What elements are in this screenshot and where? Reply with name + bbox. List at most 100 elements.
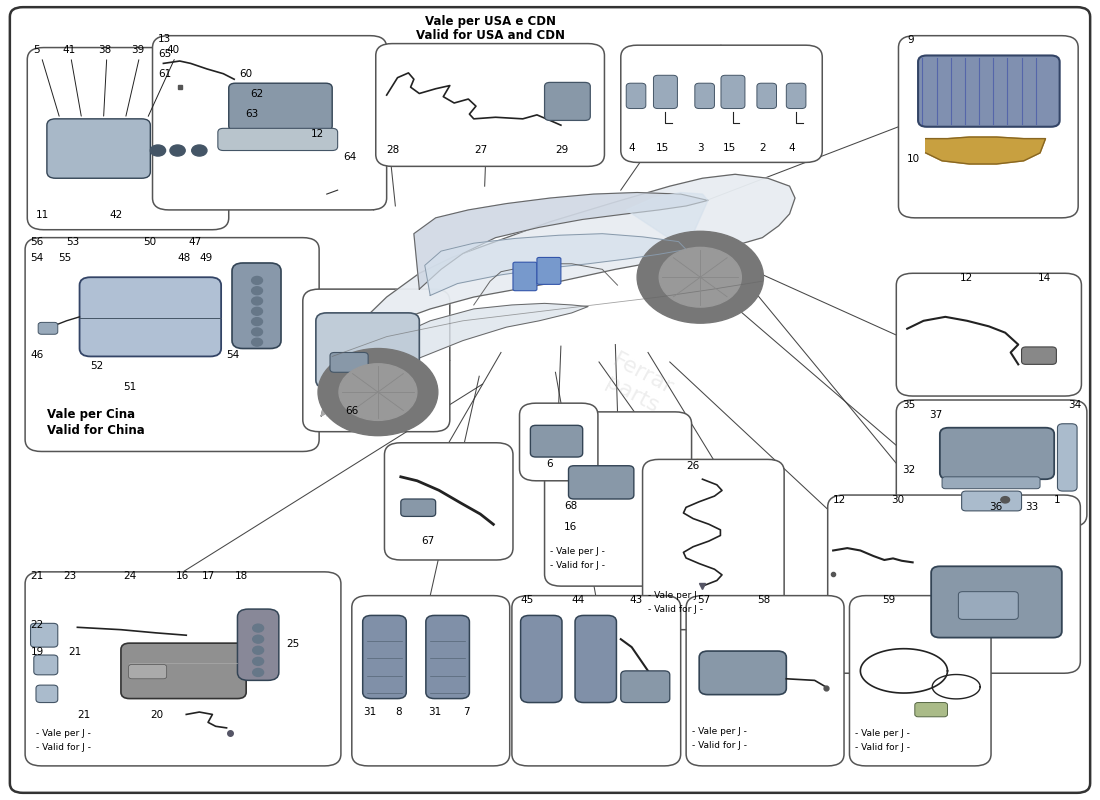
FancyBboxPatch shape	[544, 412, 692, 586]
Text: 29: 29	[556, 146, 569, 155]
Circle shape	[252, 297, 263, 305]
Text: Ferrar
parts: Ferrar parts	[597, 350, 676, 418]
Text: 12: 12	[833, 494, 846, 505]
Text: 37: 37	[930, 410, 943, 420]
Text: 63: 63	[245, 109, 258, 119]
Text: 28: 28	[387, 146, 400, 155]
Text: 23: 23	[63, 571, 77, 582]
FancyBboxPatch shape	[31, 623, 58, 647]
Text: 52: 52	[90, 361, 103, 370]
FancyBboxPatch shape	[28, 47, 229, 230]
FancyBboxPatch shape	[899, 36, 1078, 218]
FancyBboxPatch shape	[352, 596, 509, 766]
Text: 58: 58	[757, 595, 770, 605]
Text: 61: 61	[158, 70, 172, 79]
Text: 60: 60	[240, 70, 253, 79]
Circle shape	[637, 231, 763, 323]
Text: Vale per Cina: Vale per Cina	[47, 408, 135, 422]
Text: 44: 44	[572, 595, 585, 605]
FancyBboxPatch shape	[519, 403, 598, 481]
FancyBboxPatch shape	[620, 45, 823, 162]
Text: 33: 33	[1025, 502, 1038, 513]
FancyBboxPatch shape	[686, 596, 844, 766]
FancyBboxPatch shape	[229, 83, 332, 130]
Text: - Valid for J -: - Valid for J -	[550, 562, 605, 570]
Circle shape	[253, 624, 264, 632]
FancyBboxPatch shape	[757, 83, 777, 109]
FancyBboxPatch shape	[513, 262, 537, 290]
FancyBboxPatch shape	[720, 75, 745, 109]
Text: 54: 54	[31, 253, 44, 263]
Text: 43: 43	[629, 595, 642, 605]
Text: 10: 10	[908, 154, 921, 164]
Text: 53: 53	[66, 237, 79, 247]
Text: 49: 49	[199, 253, 212, 263]
Text: Valid for China: Valid for China	[47, 424, 144, 438]
FancyBboxPatch shape	[958, 592, 1019, 619]
Text: 50: 50	[143, 237, 156, 247]
FancyBboxPatch shape	[939, 428, 1054, 479]
FancyBboxPatch shape	[25, 238, 319, 451]
Text: 14: 14	[1038, 273, 1052, 282]
Text: 4: 4	[789, 143, 795, 153]
Text: - Valid for J -: - Valid for J -	[36, 742, 91, 752]
Text: 15: 15	[723, 143, 736, 153]
FancyBboxPatch shape	[530, 426, 583, 457]
FancyBboxPatch shape	[700, 651, 786, 694]
Text: since 1994: since 1994	[601, 412, 761, 515]
FancyBboxPatch shape	[376, 43, 605, 166]
FancyBboxPatch shape	[642, 459, 784, 630]
Text: 24: 24	[123, 571, 136, 582]
Circle shape	[339, 364, 417, 420]
Text: 56: 56	[31, 237, 44, 247]
FancyBboxPatch shape	[129, 665, 167, 678]
FancyBboxPatch shape	[544, 82, 591, 121]
Circle shape	[318, 349, 438, 436]
FancyBboxPatch shape	[942, 477, 1041, 489]
Polygon shape	[626, 193, 708, 250]
Text: 66: 66	[345, 406, 359, 416]
Polygon shape	[414, 193, 708, 289]
Text: 27: 27	[474, 146, 487, 155]
FancyBboxPatch shape	[302, 289, 450, 432]
Text: 47: 47	[188, 237, 201, 247]
Text: 45: 45	[520, 595, 534, 605]
FancyBboxPatch shape	[400, 499, 436, 517]
Text: 12: 12	[959, 273, 972, 282]
Text: 64: 64	[343, 152, 356, 162]
Text: 65: 65	[158, 50, 172, 59]
FancyBboxPatch shape	[626, 83, 646, 109]
Circle shape	[253, 646, 264, 654]
Text: - Vale per J -: - Vale per J -	[36, 729, 91, 738]
FancyBboxPatch shape	[653, 75, 678, 109]
Text: 3: 3	[697, 143, 704, 153]
FancyBboxPatch shape	[330, 353, 369, 372]
FancyBboxPatch shape	[218, 128, 338, 150]
FancyBboxPatch shape	[537, 258, 561, 284]
Circle shape	[252, 318, 263, 326]
Circle shape	[659, 247, 741, 307]
FancyBboxPatch shape	[1057, 424, 1077, 491]
FancyBboxPatch shape	[896, 274, 1081, 396]
Text: 16: 16	[175, 571, 188, 582]
Text: 5: 5	[33, 46, 40, 55]
Circle shape	[253, 669, 264, 677]
Text: - Vale per J -: - Vale per J -	[550, 547, 605, 556]
FancyBboxPatch shape	[915, 702, 947, 717]
Text: 39: 39	[131, 46, 144, 55]
Text: 55: 55	[58, 253, 72, 263]
FancyBboxPatch shape	[238, 609, 278, 680]
FancyBboxPatch shape	[121, 643, 246, 698]
Polygon shape	[321, 303, 588, 416]
FancyBboxPatch shape	[316, 313, 419, 388]
Text: - Vale per J -: - Vale per J -	[692, 727, 747, 736]
Text: Valid for USA and CDN: Valid for USA and CDN	[416, 29, 564, 42]
Text: 18: 18	[235, 571, 249, 582]
Polygon shape	[425, 234, 686, 295]
Text: 25: 25	[286, 638, 299, 649]
FancyBboxPatch shape	[569, 466, 634, 499]
Polygon shape	[926, 137, 1045, 164]
FancyBboxPatch shape	[827, 495, 1080, 674]
FancyBboxPatch shape	[153, 36, 387, 210]
FancyBboxPatch shape	[961, 491, 1022, 511]
